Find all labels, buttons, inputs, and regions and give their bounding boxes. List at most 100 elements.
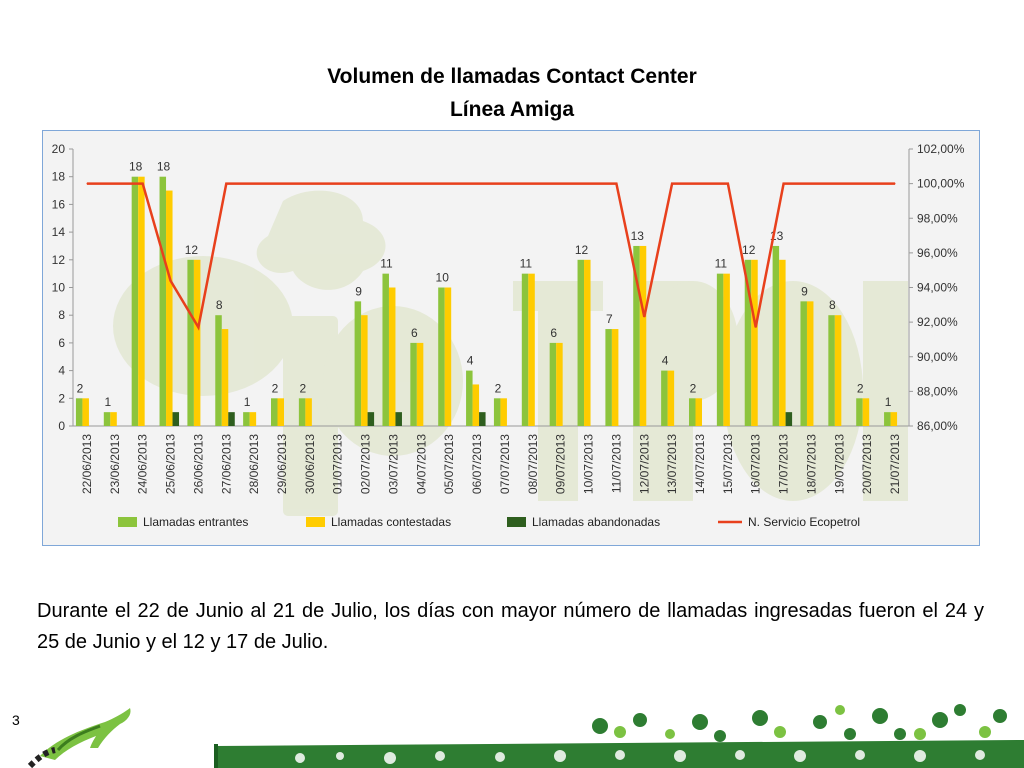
bar-llamadas-contestadas: [890, 412, 898, 426]
right-tick-label: 96,00%: [917, 246, 958, 260]
line-point-servicio: [253, 183, 255, 185]
legend-swatch: [118, 517, 137, 527]
left-tick-label: 14: [52, 225, 66, 239]
data-label: 1: [885, 395, 892, 409]
bar-llamadas-abandonadas: [395, 412, 402, 426]
left-tick-label: 20: [52, 142, 66, 156]
bar-llamadas-contestadas: [277, 398, 284, 426]
bar-llamadas-entrantes: [466, 370, 473, 426]
line-point-servicio: [309, 183, 311, 185]
bar-llamadas-contestadas: [166, 190, 173, 426]
x-tick-label: 02/07/2013: [359, 434, 373, 494]
data-label: 13: [631, 229, 645, 243]
iguana-logo: [27, 708, 131, 768]
bar-llamadas-contestadas: [806, 301, 814, 426]
slide-title: Volumen de llamadas Contact Center Línea…: [0, 60, 1024, 126]
footer-decoration: [27, 704, 1024, 768]
bar-llamadas-entrantes: [772, 245, 780, 426]
bar-llamadas-entrantes: [103, 412, 111, 426]
line-point-servicio: [588, 183, 590, 185]
bar-llamadas-contestadas: [472, 384, 480, 426]
left-tick-label: 6: [58, 336, 65, 350]
x-tick-label: 12/07/2013: [637, 434, 651, 494]
line-point-servicio: [866, 183, 868, 185]
right-tick-label: 98,00%: [917, 211, 958, 225]
bar-llamadas-abandonadas: [228, 412, 235, 426]
line-point-servicio: [671, 183, 673, 185]
line-point-servicio: [894, 183, 896, 185]
bar-llamadas-entrantes: [605, 329, 612, 426]
data-label: 1: [244, 395, 251, 409]
x-tick-label: 09/07/2013: [554, 434, 568, 494]
data-label: 2: [495, 381, 502, 395]
right-tick-label: 90,00%: [917, 350, 958, 364]
bar-llamadas-contestadas: [82, 398, 89, 426]
line-point-servicio: [114, 183, 116, 185]
bar-llamadas-entrantes: [577, 259, 585, 426]
x-tick-label: 23/06/2013: [108, 434, 122, 494]
x-tick-label: 18/07/2013: [804, 434, 818, 494]
x-tick-label: 16/07/2013: [749, 434, 763, 494]
right-tick-label: 88,00%: [917, 384, 958, 398]
data-label: 18: [157, 160, 171, 174]
bar-llamadas-contestadas: [388, 287, 396, 426]
summary-paragraph: Durante el 22 de Junio al 21 de Julio, l…: [37, 600, 984, 653]
chart-svg: 0246810121416182086,00%88,00%90,00%92,00…: [52, 142, 965, 529]
bar-llamadas-entrantes: [298, 398, 306, 426]
data-label: 12: [575, 243, 589, 257]
data-label: 11: [715, 257, 728, 271]
line-point-servicio: [197, 326, 199, 328]
bar-llamadas-contestadas: [305, 398, 312, 426]
bar-llamadas-contestadas: [639, 245, 647, 426]
x-tick-label: 19/07/2013: [832, 434, 846, 494]
x-tick-label: 26/06/2013: [191, 434, 205, 494]
data-label: 18: [129, 160, 143, 174]
right-tick-label: 100,00%: [917, 177, 965, 191]
legend-label: Llamadas contestadas: [331, 515, 451, 529]
bar-llamadas-contestadas: [751, 259, 758, 426]
x-tick-label: 20/07/2013: [860, 434, 874, 494]
bar-llamadas-entrantes: [800, 301, 807, 426]
line-point-servicio: [560, 183, 562, 185]
x-tick-label: 14/07/2013: [693, 434, 707, 494]
left-tick-label: 18: [52, 170, 66, 184]
bar-llamadas-entrantes: [884, 412, 891, 426]
bar-llamadas-contestadas: [834, 315, 842, 426]
right-tick-label: 102,00%: [917, 142, 965, 156]
bar-llamadas-abandonadas: [479, 412, 486, 426]
line-point-servicio: [532, 183, 534, 185]
line-point-servicio: [838, 183, 840, 185]
bar-llamadas-entrantes: [549, 342, 557, 426]
data-label: 2: [77, 381, 84, 395]
data-label: 6: [550, 326, 557, 340]
bar-llamadas-contestadas: [500, 398, 507, 426]
line-point-servicio: [643, 316, 645, 318]
data-label: 2: [690, 381, 697, 395]
bar-llamadas-contestadas: [723, 273, 730, 426]
bar-llamadas-entrantes: [438, 287, 445, 426]
data-label: 11: [380, 257, 393, 271]
line-point-servicio: [755, 326, 757, 328]
line-point-servicio: [365, 183, 367, 185]
x-tick-label: 06/07/2013: [470, 434, 484, 494]
data-label: 4: [467, 354, 474, 368]
x-tick-label: 15/07/2013: [721, 434, 735, 494]
line-point-servicio: [420, 183, 422, 185]
x-tick-label: 25/06/2013: [164, 434, 178, 494]
left-tick-label: 10: [52, 281, 66, 295]
bar-llamadas-contestadas: [584, 259, 591, 426]
x-tick-label: 05/07/2013: [442, 434, 456, 494]
x-tick-label: 01/07/2013: [331, 434, 345, 494]
bar-llamadas-contestadas: [193, 259, 201, 426]
bar-llamadas-contestadas: [611, 329, 619, 426]
bar-llamadas-contestadas: [556, 342, 563, 426]
data-label: 2: [857, 381, 864, 395]
line-point-servicio: [504, 183, 506, 185]
bar-llamadas-contestadas: [862, 398, 870, 426]
bar-llamadas-abandonadas: [172, 412, 180, 426]
x-tick-label: 21/07/2013: [888, 434, 902, 494]
line-point-servicio: [392, 183, 394, 185]
bar-llamadas-contestadas: [416, 342, 424, 426]
bar-llamadas-entrantes: [75, 398, 83, 426]
x-tick-label: 29/06/2013: [275, 434, 289, 494]
